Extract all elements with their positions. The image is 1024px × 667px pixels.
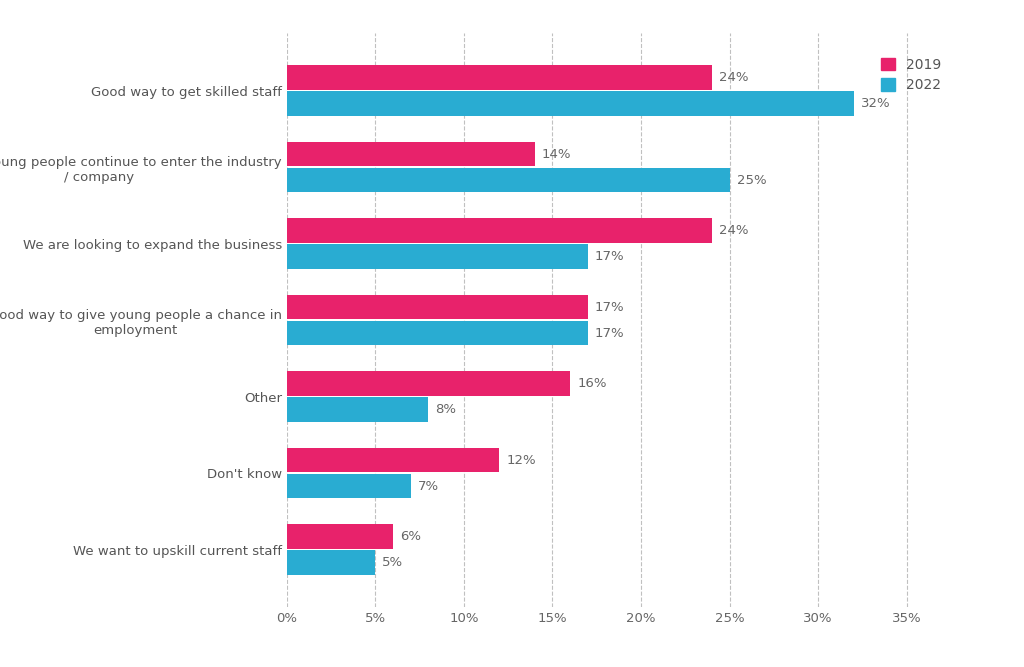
Text: 8%: 8% bbox=[435, 403, 457, 416]
Text: 5%: 5% bbox=[382, 556, 403, 569]
Bar bbox=[287, 244, 588, 269]
Bar bbox=[287, 398, 428, 422]
Text: 7%: 7% bbox=[418, 480, 439, 493]
Bar bbox=[287, 448, 500, 472]
Text: 24%: 24% bbox=[719, 224, 749, 237]
Bar bbox=[287, 168, 729, 193]
Bar bbox=[287, 142, 535, 167]
Bar bbox=[287, 295, 588, 319]
Legend: 2019, 2022: 2019, 2022 bbox=[882, 57, 942, 93]
Bar bbox=[287, 474, 411, 498]
Bar bbox=[287, 65, 712, 90]
Bar bbox=[287, 524, 393, 549]
Text: 17%: 17% bbox=[595, 301, 625, 313]
Text: 12%: 12% bbox=[506, 454, 536, 467]
Bar bbox=[287, 550, 375, 575]
Text: 32%: 32% bbox=[860, 97, 890, 110]
Text: 25%: 25% bbox=[736, 173, 766, 187]
Text: 6%: 6% bbox=[400, 530, 421, 543]
Bar bbox=[287, 321, 588, 346]
Text: 14%: 14% bbox=[542, 147, 571, 161]
Text: 16%: 16% bbox=[578, 377, 606, 390]
Bar bbox=[287, 91, 854, 116]
Bar bbox=[287, 218, 712, 243]
Bar bbox=[287, 372, 570, 396]
Text: 24%: 24% bbox=[719, 71, 749, 84]
Text: 17%: 17% bbox=[595, 250, 625, 263]
Text: 17%: 17% bbox=[595, 327, 625, 340]
